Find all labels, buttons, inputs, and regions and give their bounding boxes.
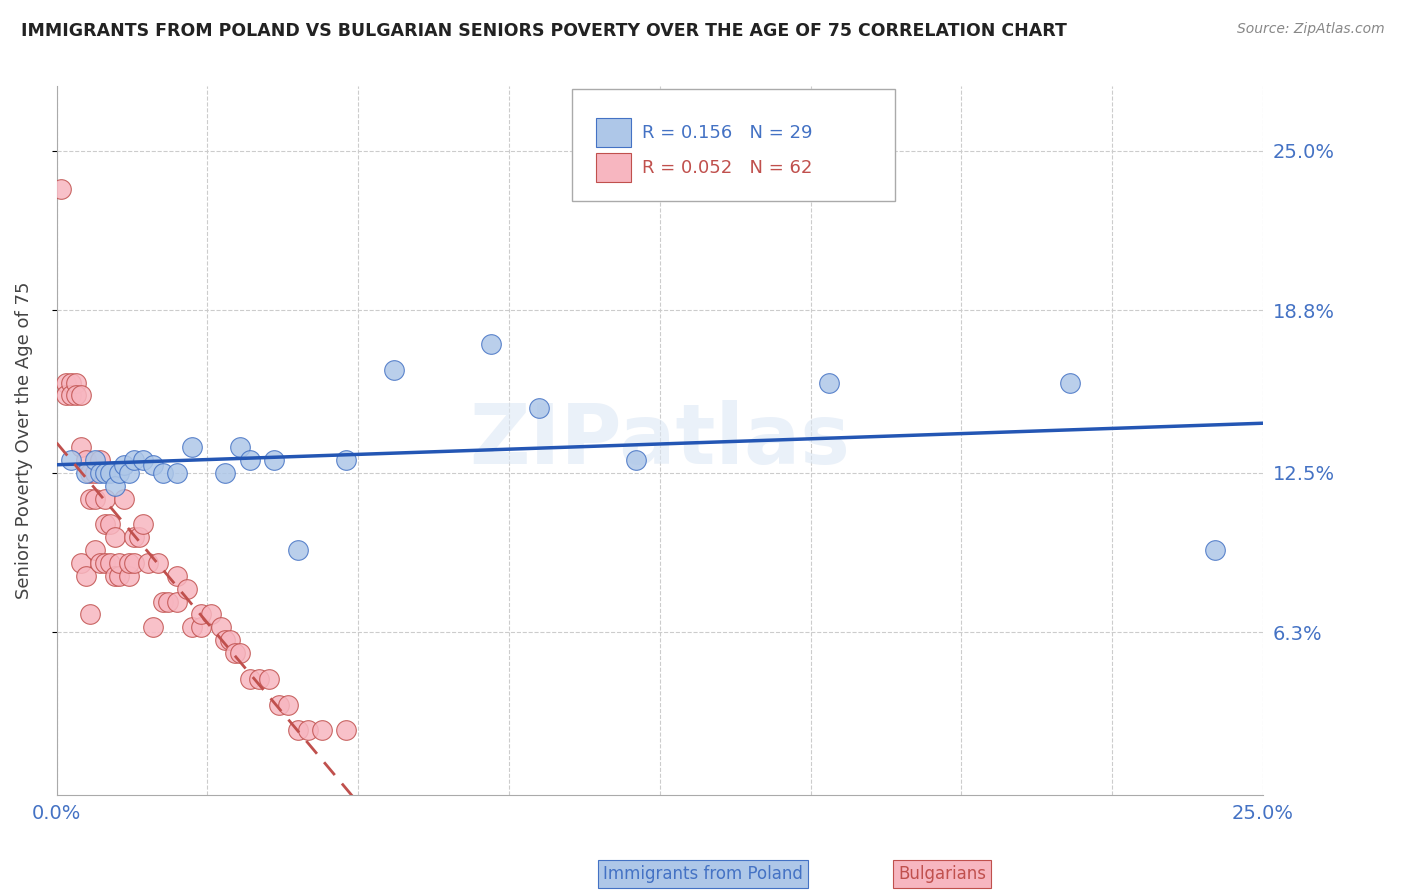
Point	[98, 517, 121, 532]
Point	[112, 458, 135, 472]
Point	[219, 633, 242, 648]
Point	[263, 453, 285, 467]
Point	[166, 569, 188, 583]
Point	[239, 453, 262, 467]
Point	[84, 466, 107, 480]
Point	[122, 530, 145, 544]
Point	[335, 453, 357, 467]
Point	[297, 723, 319, 738]
Point	[94, 517, 117, 532]
Point	[79, 607, 101, 622]
Point	[382, 362, 405, 376]
Point	[229, 440, 252, 454]
Point	[75, 466, 97, 480]
Point	[122, 453, 145, 467]
Point	[136, 556, 159, 570]
Point	[75, 569, 97, 583]
Point	[527, 401, 550, 416]
Point	[51, 182, 73, 196]
Point	[142, 620, 165, 634]
Point	[94, 491, 117, 506]
Point	[84, 543, 107, 558]
Point	[103, 569, 125, 583]
Point	[132, 517, 155, 532]
Point	[624, 453, 647, 467]
Point	[60, 376, 83, 390]
Point	[311, 723, 333, 738]
Y-axis label: Seniors Poverty Over the Age of 75: Seniors Poverty Over the Age of 75	[15, 282, 32, 599]
Point	[166, 594, 188, 608]
Point	[103, 478, 125, 492]
Point	[190, 620, 212, 634]
Point	[65, 388, 87, 402]
Point	[89, 466, 111, 480]
Point	[229, 646, 252, 660]
Point	[60, 453, 83, 467]
Point	[239, 672, 262, 686]
Point	[152, 466, 174, 480]
Point	[817, 376, 839, 390]
Point	[132, 453, 155, 467]
Point	[180, 440, 202, 454]
Point	[152, 594, 174, 608]
Text: Source: ZipAtlas.com: Source: ZipAtlas.com	[1237, 22, 1385, 37]
Text: Bulgarians: Bulgarians	[898, 865, 986, 883]
Point	[146, 556, 169, 570]
Point	[277, 698, 299, 712]
Point	[128, 530, 150, 544]
Point	[118, 569, 141, 583]
Point	[1059, 376, 1081, 390]
Point	[108, 569, 131, 583]
Point	[112, 491, 135, 506]
Text: ZIPatlas: ZIPatlas	[470, 400, 851, 481]
Point	[55, 388, 77, 402]
Text: R = 0.052   N = 62: R = 0.052 N = 62	[643, 159, 813, 177]
Point	[89, 453, 111, 467]
Point	[69, 388, 91, 402]
Point	[118, 556, 141, 570]
Point	[335, 723, 357, 738]
Point	[200, 607, 222, 622]
Point	[257, 672, 280, 686]
Point	[1204, 543, 1226, 558]
Point	[287, 543, 309, 558]
Point	[166, 466, 188, 480]
Point	[214, 633, 236, 648]
Point	[267, 698, 290, 712]
Point	[75, 453, 97, 467]
Point	[108, 556, 131, 570]
Point	[224, 646, 246, 660]
Text: R = 0.156   N = 29: R = 0.156 N = 29	[643, 124, 813, 142]
Text: IMMIGRANTS FROM POLAND VS BULGARIAN SENIORS POVERTY OVER THE AGE OF 75 CORRELATI: IMMIGRANTS FROM POLAND VS BULGARIAN SENI…	[21, 22, 1067, 40]
Point	[156, 594, 179, 608]
Point	[55, 376, 77, 390]
Point	[122, 556, 145, 570]
Point	[247, 672, 270, 686]
Point	[84, 491, 107, 506]
Point	[60, 388, 83, 402]
Point	[98, 556, 121, 570]
Point	[98, 466, 121, 480]
Point	[84, 453, 107, 467]
Point	[79, 466, 101, 480]
Point	[103, 530, 125, 544]
Point	[180, 620, 202, 634]
Point	[287, 723, 309, 738]
Point	[69, 556, 91, 570]
Point	[69, 440, 91, 454]
Point	[479, 337, 502, 351]
Point	[176, 582, 198, 596]
Point	[190, 607, 212, 622]
Point	[108, 466, 131, 480]
Point	[118, 466, 141, 480]
Point	[142, 458, 165, 472]
Point	[209, 620, 232, 634]
Point	[79, 491, 101, 506]
Point	[89, 556, 111, 570]
Point	[65, 376, 87, 390]
Text: Immigrants from Poland: Immigrants from Poland	[603, 865, 803, 883]
Point	[94, 466, 117, 480]
Point	[214, 466, 236, 480]
Point	[94, 556, 117, 570]
